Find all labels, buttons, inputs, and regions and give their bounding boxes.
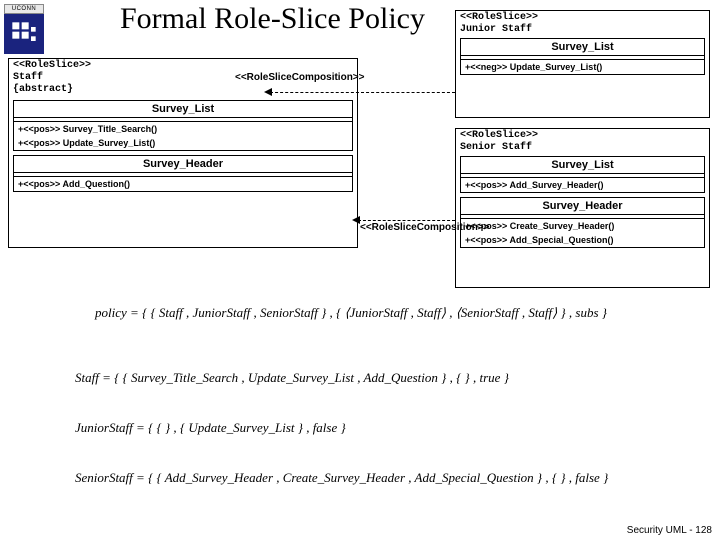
- senior-sub2-name: Survey_Header: [461, 198, 704, 215]
- staff-survey-list: Survey_List +<<pos>> Survey_Title_Search…: [13, 100, 353, 151]
- slide-footer: Security UML - 128: [627, 525, 712, 536]
- senior-stereotype: <<RoleSlice>>: [456, 129, 709, 142]
- junior-sub1-m1: +<<neg>> Update_Survey_List(): [461, 60, 704, 74]
- senior-sub2-m1: +<<pos>> Create_Survey_Header(): [461, 219, 704, 233]
- senior-sub1-m1: +<<pos>> Add_Survey_Header(): [461, 178, 704, 192]
- logo-text: UCONN: [4, 4, 44, 14]
- junior-survey-list: Survey_List +<<neg>> Update_Survey_List(…: [460, 38, 705, 75]
- staff-sub2-m1: +<<pos>> Add_Question(): [14, 177, 352, 191]
- staff-mod: {abstract}: [9, 84, 357, 96]
- senior-name: Senior Staff: [456, 142, 709, 154]
- senior-sub1-name: Survey_List: [461, 157, 704, 174]
- staff-stereotype: <<RoleSlice>>: [9, 59, 357, 72]
- rel-label-1: <<RoleSliceComposition>>: [235, 72, 364, 83]
- junior-sub1-name: Survey_List: [461, 39, 704, 56]
- uconn-logo: UCONN: [4, 4, 44, 54]
- formula-staff-text: Staff = { { Survey_Title_Search , Update…: [75, 370, 509, 385]
- junior-stereotype: <<RoleSlice>>: [456, 11, 709, 24]
- logo-graphic: [4, 14, 44, 54]
- arrowhead-1: [264, 88, 272, 96]
- staff-box: <<RoleSlice>> Staff {abstract} Survey_Li…: [8, 58, 358, 248]
- slide-page: { "logo_text": "UCONN", "title": "Formal…: [0, 0, 720, 540]
- formula-junior-text: JuniorStaff = { { } , { Update_Survey_Li…: [75, 420, 346, 435]
- staff-sub1-name: Survey_List: [14, 101, 352, 118]
- senior-survey-list: Survey_List +<<pos>> Add_Survey_Header(): [460, 156, 705, 193]
- rel-label-2: <<RoleSliceComposition>>: [360, 222, 489, 233]
- formula-junior: JuniorStaff = { { } , { Update_Survey_Li…: [75, 420, 346, 436]
- staff-sub1-m2: +<<pos>> Update_Survey_List(): [14, 136, 352, 150]
- formula-senior: SeniorStaff = { { Add_Survey_Header , Cr…: [75, 470, 608, 486]
- senior-survey-header: Survey_Header +<<pos>> Create_Survey_Hea…: [460, 197, 705, 248]
- staff-sub2-name: Survey_Header: [14, 156, 352, 173]
- junior-staff-box: <<RoleSlice>> Junior Staff Survey_List +…: [455, 10, 710, 118]
- senior-sub2-m2: +<<pos>> Add_Special_Question(): [461, 233, 704, 247]
- formula-policy-text: policy = { { Staff , JuniorStaff , Senio…: [95, 305, 607, 320]
- dashed-line-2: [358, 220, 455, 221]
- arrowhead-2: [352, 216, 360, 224]
- formula-policy: policy = { { Staff , JuniorStaff , Senio…: [95, 305, 607, 321]
- junior-name: Junior Staff: [456, 24, 709, 36]
- staff-sub1-m1: +<<pos>> Survey_Title_Search(): [14, 122, 352, 136]
- dashed-line-1: [270, 92, 455, 93]
- senior-staff-box: <<RoleSlice>> Senior Staff Survey_List +…: [455, 128, 710, 288]
- formula-staff: Staff = { { Survey_Title_Search , Update…: [75, 370, 509, 386]
- staff-survey-header: Survey_Header +<<pos>> Add_Question(): [13, 155, 353, 192]
- page-title: Formal Role-Slice Policy: [120, 2, 425, 36]
- formula-senior-text: SeniorStaff = { { Add_Survey_Header , Cr…: [75, 470, 608, 485]
